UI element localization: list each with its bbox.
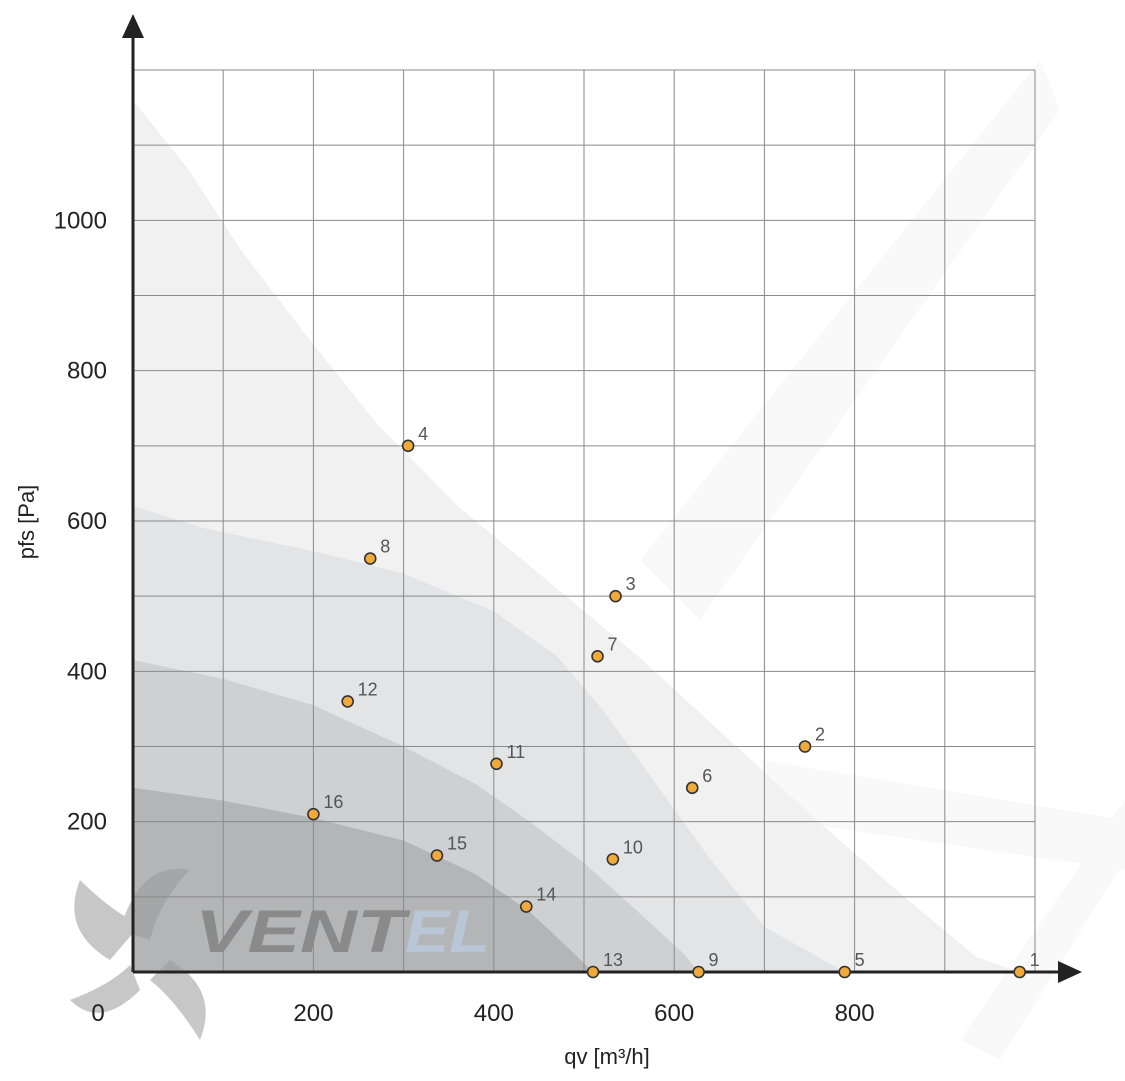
data-point-12: 12 xyxy=(341,679,378,708)
data-point-15: 15 xyxy=(430,833,467,862)
data-point-7: 7 xyxy=(591,634,618,663)
performance-band-4 xyxy=(133,787,593,972)
logo-text-right: EL xyxy=(405,898,490,965)
point-marker xyxy=(798,740,812,753)
point-marker xyxy=(341,695,354,708)
point-label: 15 xyxy=(447,833,467,853)
point-label: 11 xyxy=(507,742,526,762)
data-point-8: 8 xyxy=(363,537,390,565)
y-axis-arrow xyxy=(122,14,144,38)
x-tick-label: 600 xyxy=(654,1000,694,1027)
point-marker xyxy=(363,552,377,565)
y-tick-label: 800 xyxy=(67,358,107,385)
data-point-1: 1 xyxy=(1013,950,1040,979)
ventel-logo: VENT EL xyxy=(70,868,490,1040)
point-marker xyxy=(591,649,604,663)
point-label: 16 xyxy=(323,792,343,812)
point-label: 1 xyxy=(1030,950,1040,970)
point-marker xyxy=(692,965,705,979)
watermark-decoration xyxy=(640,60,1125,1060)
point-marker xyxy=(401,439,415,453)
point-marker xyxy=(430,849,444,862)
data-point-9: 9 xyxy=(692,950,719,979)
data-point-11: 11 xyxy=(490,742,526,771)
y-tick-label: 200 xyxy=(67,809,107,836)
point-marker xyxy=(586,965,600,979)
point-label: 7 xyxy=(608,634,618,654)
data-point-6: 6 xyxy=(685,766,712,795)
logo-text-left: VENT xyxy=(195,898,411,965)
data-point-13: 13 xyxy=(586,950,623,979)
data-point-2: 2 xyxy=(798,725,825,753)
point-marker xyxy=(519,900,533,913)
point-label: 14 xyxy=(536,885,556,905)
data-point-10: 10 xyxy=(606,837,643,866)
x-axis-arrow xyxy=(1058,961,1082,983)
point-label: 4 xyxy=(418,424,428,444)
y-tick-label: 400 xyxy=(67,658,107,685)
point-marker xyxy=(606,852,620,866)
y-axis-title: pfs [Pa] xyxy=(14,485,39,560)
x-tick-label: 200 xyxy=(293,1000,333,1027)
data-point-16: 16 xyxy=(307,792,343,821)
point-label: 5 xyxy=(855,950,865,970)
data-point-3: 3 xyxy=(609,574,636,603)
data-point-5: 5 xyxy=(838,950,865,979)
point-label: 8 xyxy=(380,537,390,557)
x-axis-title: qv [m³/h] xyxy=(564,1044,650,1069)
tick-labels: 0 200 400 600 800 200 400 600 800 1000 xyxy=(54,207,875,1027)
point-marker xyxy=(490,757,503,771)
point-marker xyxy=(838,965,851,979)
data-point-14: 14 xyxy=(519,885,556,913)
point-label: 12 xyxy=(358,679,378,699)
x-tick-label: 400 xyxy=(474,1000,514,1027)
point-label: 3 xyxy=(626,574,636,594)
x-tick-label: 0 xyxy=(91,1000,104,1027)
x-tick-label: 800 xyxy=(835,1000,875,1027)
point-label: 9 xyxy=(709,950,719,970)
point-label: 10 xyxy=(623,837,643,857)
point-marker xyxy=(1013,965,1026,979)
point-label: 6 xyxy=(702,766,712,786)
point-marker xyxy=(307,807,320,821)
point-marker xyxy=(609,589,622,603)
point-label: 13 xyxy=(603,950,623,970)
fan-blades-icon xyxy=(70,868,206,1040)
performance-bands xyxy=(133,100,1020,973)
point-marker xyxy=(685,781,699,795)
y-tick-label: 600 xyxy=(67,508,107,535)
point-label: 2 xyxy=(815,725,825,745)
y-tick-label: 1000 xyxy=(54,207,107,234)
data-point-4: 4 xyxy=(401,424,428,453)
